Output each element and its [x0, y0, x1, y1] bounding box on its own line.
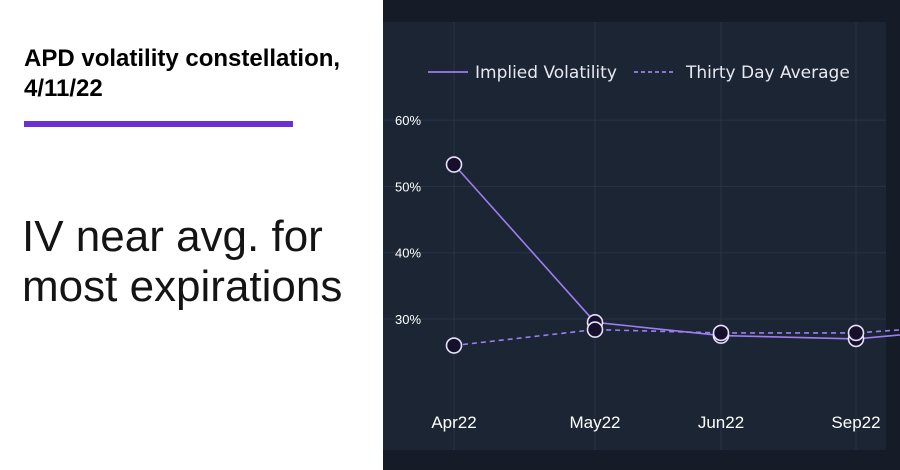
- x-tick-label: May22: [569, 413, 620, 432]
- y-tick-label: 30%: [395, 312, 421, 327]
- chart-panel: 30% 40% 50% 60% Apr22 May22 Jun22 Sep22 Implied …: [383, 0, 900, 470]
- legend-label-implied-volatility: Implied Volatility: [475, 63, 617, 83]
- plot-area: [383, 22, 886, 450]
- y-tick-label: 50%: [395, 179, 421, 194]
- left-panel: APD volatility constellation, 4/11/22 IV…: [0, 0, 383, 470]
- y-tick-label: 60%: [395, 113, 421, 128]
- data-point-avg-Apr22: [445, 337, 463, 354]
- data-point-avg-May22: [586, 321, 604, 338]
- series-line-implied-volatility: [453, 163, 900, 340]
- title-underline: [24, 121, 293, 127]
- y-tick-label: 40%: [395, 246, 421, 261]
- data-point-iv-Apr22: [445, 156, 463, 173]
- data-point-avg-Jun22: [712, 324, 730, 342]
- x-tick-label: Apr22: [431, 413, 476, 432]
- legend-label-thirty-day-average: Thirty Day Average: [685, 63, 850, 83]
- series-line-thirty-day-average: [453, 328, 900, 347]
- page-subtitle: IV near avg. for most expirations: [22, 212, 343, 311]
- x-tick-label: Jun22: [698, 413, 744, 432]
- volatility-chart: 30% 40% 50% 60% Apr22 May22 Jun22 Sep22 Implied …: [383, 22, 900, 450]
- page-title: APD volatility constellation, 4/11/22: [24, 45, 341, 102]
- x-tick-label: Sep22: [831, 413, 880, 432]
- data-point-avg-Sep22: [847, 324, 865, 342]
